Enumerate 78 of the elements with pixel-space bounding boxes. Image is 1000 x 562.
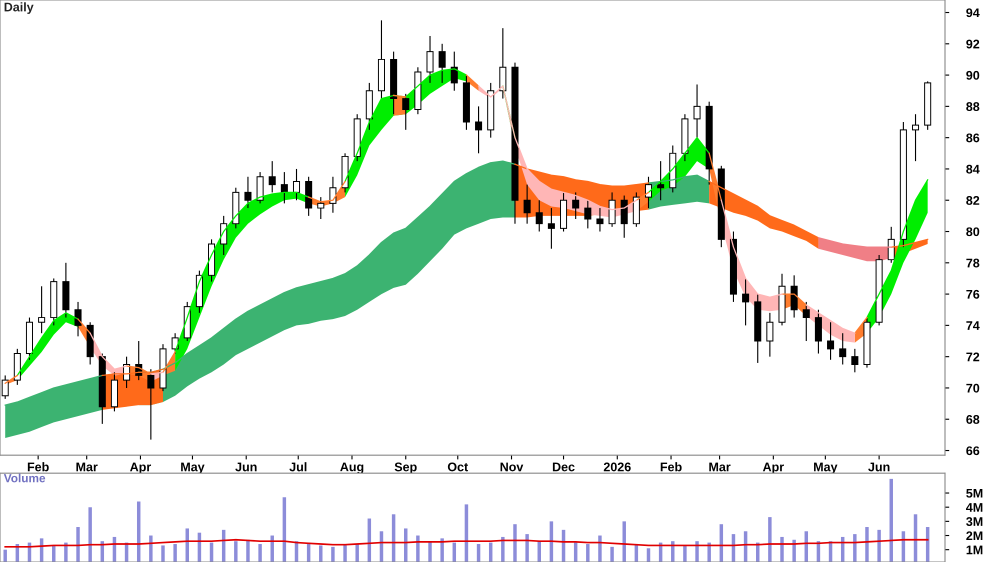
candlestick bbox=[475, 106, 482, 154]
y-tick-label: 72 bbox=[966, 352, 980, 362]
x-tick-label: Mar bbox=[709, 462, 731, 472]
candlestick bbox=[766, 312, 774, 358]
candlestick bbox=[438, 43, 446, 84]
y-tick-label: 3M bbox=[966, 517, 982, 526]
y-tick-label: 76 bbox=[966, 290, 980, 299]
y-tick-label: 4M bbox=[966, 503, 982, 512]
candlestick bbox=[596, 208, 604, 232]
x-tick-label: May bbox=[181, 462, 205, 474]
x-tick-label: Feb bbox=[660, 462, 682, 472]
candlestick bbox=[220, 215, 228, 256]
candlestick bbox=[657, 160, 664, 201]
x-tick-label: 2026 bbox=[604, 462, 631, 472]
candlestick bbox=[620, 194, 628, 238]
y-tick-label: 92 bbox=[966, 40, 980, 48]
candlestick bbox=[244, 176, 252, 209]
y-tick-label: 78 bbox=[966, 258, 980, 268]
candlestick bbox=[317, 196, 324, 220]
chart-title: Daily bbox=[4, 2, 34, 14]
candlestick bbox=[814, 309, 822, 354]
y-tick-label: 84 bbox=[966, 164, 980, 174]
x-tick-label: Sep bbox=[394, 462, 417, 474]
candlestick bbox=[280, 172, 288, 204]
candlestick bbox=[851, 348, 858, 373]
y-tick-label: 68 bbox=[966, 415, 980, 424]
x-tick-label: Mar bbox=[76, 462, 98, 472]
candlestick bbox=[802, 301, 810, 342]
candlestick bbox=[329, 176, 336, 214]
candlestick bbox=[827, 322, 834, 360]
candlestick bbox=[888, 226, 895, 264]
x-tick-label: Oct bbox=[448, 462, 468, 472]
x-tick-label: Jun bbox=[868, 462, 890, 472]
y-tick-label: 2M bbox=[966, 531, 982, 540]
y-tick-label: 90 bbox=[966, 70, 980, 80]
candlestick bbox=[499, 28, 506, 100]
x-tick-label: Jun bbox=[235, 462, 257, 472]
candlestick bbox=[790, 274, 798, 318]
y-tick-label: 70 bbox=[966, 384, 980, 393]
y-tick-label: 5M bbox=[966, 488, 982, 498]
candlestick bbox=[572, 192, 580, 220]
y-tick-label: 82 bbox=[966, 196, 980, 205]
line-series bbox=[4, 538, 928, 548]
y-tick-label: 80 bbox=[966, 227, 980, 236]
x-tick-label: Apr bbox=[130, 462, 152, 474]
candlestick bbox=[694, 84, 701, 138]
x-tick-label: May bbox=[814, 462, 838, 474]
candlestick bbox=[292, 168, 300, 201]
x-tick-label: Aug bbox=[340, 462, 364, 474]
x-tick-label: Jul bbox=[289, 462, 306, 472]
candlestick bbox=[256, 172, 264, 204]
candlestick bbox=[402, 93, 410, 130]
candlestick bbox=[38, 286, 46, 334]
x-tick-label: Feb bbox=[28, 462, 49, 472]
y-tick-label: 66 bbox=[966, 446, 980, 456]
chart-title: Volume bbox=[4, 474, 46, 482]
candlestick bbox=[172, 332, 179, 354]
y-tick-label: 94 bbox=[966, 8, 980, 18]
y-tick-label: 1M bbox=[966, 546, 982, 554]
y-tick-label: 88 bbox=[966, 102, 980, 112]
candlestick bbox=[426, 35, 434, 84]
candlestick bbox=[524, 184, 531, 224]
candlestick bbox=[839, 332, 846, 366]
y-tick-label: 74 bbox=[966, 321, 980, 330]
y-tick-label: 86 bbox=[966, 133, 980, 142]
candlestick bbox=[584, 200, 592, 229]
candlestick bbox=[450, 51, 458, 92]
candlestick bbox=[742, 278, 750, 326]
x-tick-label: Apr bbox=[762, 462, 784, 474]
candlestick bbox=[608, 192, 616, 228]
candlestick bbox=[536, 200, 543, 232]
candlestick bbox=[912, 114, 920, 162]
candlestick bbox=[548, 208, 555, 250]
x-tick-label: Dec bbox=[552, 462, 575, 472]
candlestick bbox=[147, 368, 154, 440]
candlestick bbox=[2, 374, 9, 400]
x-tick-label: Nov bbox=[500, 462, 524, 472]
candlestick bbox=[268, 160, 276, 193]
